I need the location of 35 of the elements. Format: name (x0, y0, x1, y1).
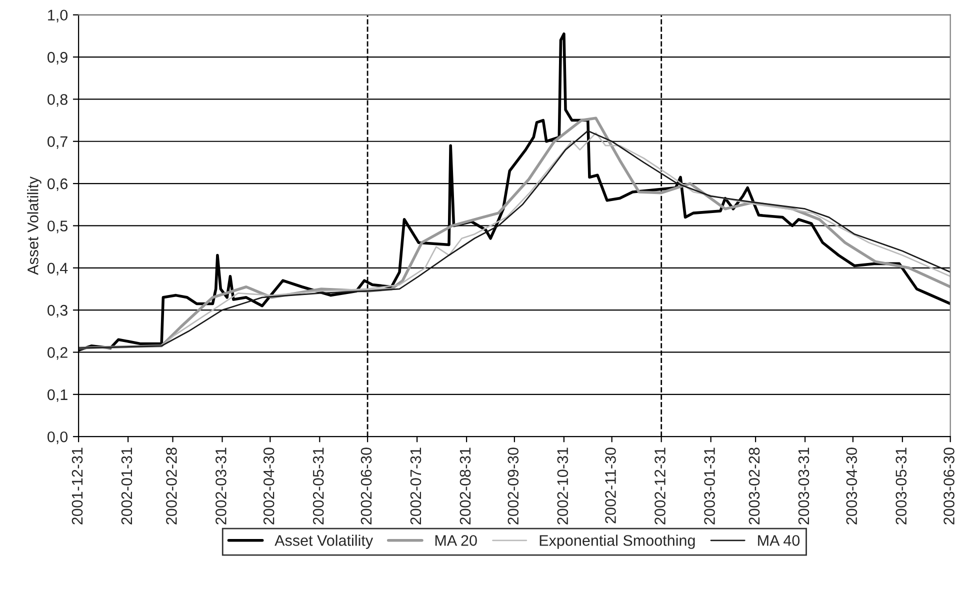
y-tick-label: 0,2 (48, 347, 68, 360)
x-tick-label: 2002-05-31 (312, 448, 324, 524)
x-tick-label: 2002-02-28 (166, 448, 177, 524)
x-tick-label: 2002-01-31 (121, 448, 132, 524)
y-tick-label: 0,7 (48, 136, 68, 149)
x-tick-label: 2002-08-31 (460, 448, 471, 524)
y-tick-label: 0,4 (48, 262, 68, 276)
y-tick-label: 0,6 (48, 178, 68, 192)
x-tick-label: 2002-11-30 (605, 448, 616, 524)
y-tick-label: 0,9 (48, 52, 68, 65)
y-tick-label: 1,0 (48, 10, 68, 22)
legend-label: Exponential Smoothing (540, 534, 695, 549)
legend-label: Asset Volatility (274, 534, 374, 549)
y-tick-label: 0,5 (48, 220, 68, 234)
x-tick-label: 2002-04-30 (263, 448, 274, 524)
legend-label: MA 20 (435, 535, 477, 546)
x-tick-label: 2002-03-31 (216, 448, 226, 524)
y-tick-label: 0,3 (48, 304, 68, 318)
x-tick-label: 2002-09-30 (508, 448, 519, 524)
x-tick-label: 2003-04-30 (846, 448, 858, 524)
y-tick-label: 0,0 (48, 431, 68, 444)
y-tick-label: 0,8 (48, 94, 68, 107)
x-tick-label: 2002-10-31 (557, 448, 568, 524)
y-tick-label: 0,1 (48, 389, 68, 402)
x-tick-label: 2002-12-31 (654, 448, 666, 524)
x-tick-label: 2003-03-31 (798, 448, 810, 524)
x-tick-label: 2001-12-31 (72, 448, 83, 524)
y-axis-title: Asset Volatility (27, 176, 42, 275)
x-tick-label: 2003-05-31 (896, 448, 907, 524)
x-tick-label: 2002-07-31 (410, 448, 422, 524)
x-tick-label: 2003-06-30 (944, 448, 954, 524)
x-tick-label: 2002-06-30 (360, 448, 372, 524)
x-tick-label: 2003-02-28 (748, 448, 760, 524)
legend-label: MA 40 (758, 535, 800, 546)
x-tick-label: 2003-01-31 (704, 448, 715, 524)
